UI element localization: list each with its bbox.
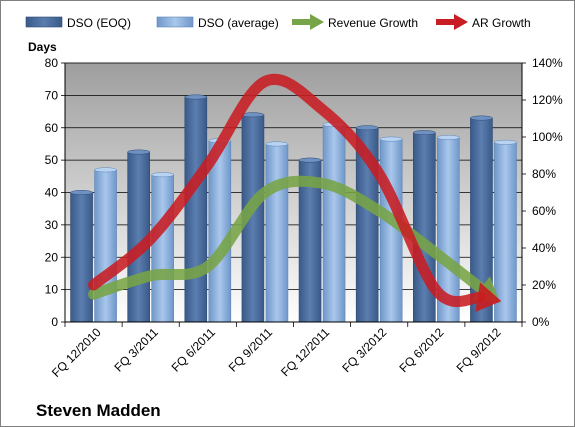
bar-cap	[94, 167, 117, 173]
bar	[322, 122, 346, 323]
bar-body	[94, 169, 117, 323]
bar-body	[184, 96, 208, 323]
bar	[70, 190, 93, 323]
line-series-path	[88, 175, 488, 300]
line-series	[88, 73, 502, 313]
bar	[265, 141, 289, 323]
y-axis-tick-label: 60	[45, 121, 59, 135]
bar	[94, 167, 117, 323]
legend-item-ar-growth: AR Growth	[436, 14, 531, 30]
y2-axis-tick-label: 80%	[532, 167, 556, 181]
bar-cap	[265, 141, 289, 147]
bar-body	[494, 142, 517, 323]
company-name: Steven Madden	[36, 401, 161, 420]
bar-cap	[151, 172, 174, 178]
y2-axis-tick-label: 60%	[532, 204, 556, 218]
y-axis-tick-label: 40	[45, 186, 59, 200]
y2-axis-tick-label: 100%	[532, 130, 563, 144]
bar-body	[151, 174, 174, 323]
bar-cap	[127, 149, 150, 155]
bar	[494, 139, 517, 323]
legend-item-dso-eoq: DSO (EOQ)	[25, 16, 131, 30]
y-axis-tick-label: 30	[45, 218, 59, 232]
y-axis-tick-label: 80	[45, 56, 59, 70]
y-axis-title: Days	[28, 40, 57, 54]
line-series-arrow	[88, 73, 502, 313]
bar-cap	[494, 139, 517, 145]
legend-swatch-dso-average	[156, 16, 194, 28]
legend: DSO (EOQ) DSO (average) Revenue Growth A…	[25, 14, 531, 30]
legend-label-dso-eoq: DSO (EOQ)	[67, 16, 131, 30]
bar-cap	[470, 115, 493, 121]
bar-body	[265, 143, 289, 323]
bar-series	[70, 94, 517, 323]
bar-cap	[379, 136, 403, 142]
legend-arrowhead-ar-growth	[454, 14, 468, 30]
y-axis-tick-label: 50	[45, 153, 59, 167]
y-axis-tick-label: 20	[45, 250, 59, 264]
legend-label-ar-growth: AR Growth	[472, 16, 531, 30]
bar-body	[322, 124, 346, 323]
bar-cap	[184, 94, 208, 100]
bar	[437, 135, 460, 323]
y2-axis-tick-label: 120%	[532, 93, 563, 107]
y-axis-tick-label: 70	[45, 88, 59, 102]
y2-axis-tick-label: 20%	[532, 278, 556, 292]
y-axis-tick-label: 0	[51, 315, 58, 329]
line-series-path	[88, 73, 486, 308]
line-series-arrowhead	[475, 282, 502, 313]
y-axis-tick-label: 10	[45, 283, 59, 297]
legend-label-revenue-growth: Revenue Growth	[328, 16, 418, 30]
y2-axis-tick-label: 140%	[532, 56, 563, 70]
legend-arrowhead-revenue-growth	[310, 14, 324, 30]
bar-cap	[298, 157, 322, 163]
bar-cap	[241, 112, 265, 118]
bar	[151, 172, 174, 323]
y2-axis-tick-label: 40%	[532, 241, 556, 255]
bar-cap	[437, 135, 460, 140]
y2-axis-tick-label: 0%	[532, 315, 550, 329]
legend-swatch-dso-eoq	[25, 16, 63, 28]
bar	[355, 125, 379, 323]
bar-cap	[70, 190, 93, 195]
legend-item-dso-average: DSO (average)	[156, 16, 279, 30]
legend-label-dso-average: DSO (average)	[198, 16, 279, 30]
bar-cap	[413, 130, 436, 136]
bar	[184, 94, 208, 323]
bar-body	[70, 192, 93, 323]
legend-item-revenue-growth: Revenue Growth	[292, 14, 418, 30]
bar-cap	[355, 125, 379, 131]
